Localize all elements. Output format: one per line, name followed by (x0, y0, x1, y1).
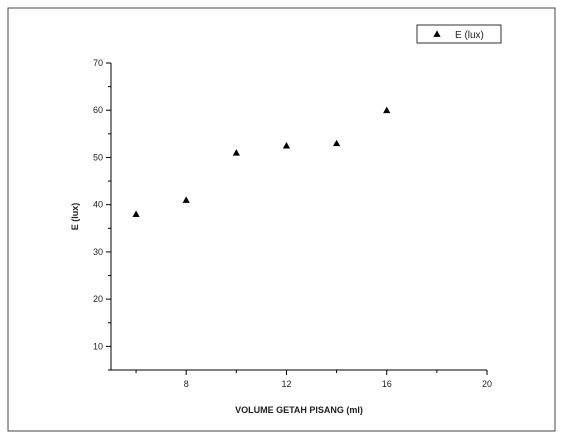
data-point-triangle (232, 149, 240, 156)
data-point-triangle (333, 139, 341, 147)
data-point-triangle (282, 142, 291, 149)
y-tick-label: 10 (93, 341, 103, 351)
x-tick-label: 16 (382, 379, 392, 389)
data-point-triangle (132, 210, 140, 218)
y-tick-label: 70 (93, 58, 103, 68)
data-points (132, 106, 391, 218)
y-axis-title: E (lux) (70, 203, 80, 231)
y-tick-label: 50 (93, 152, 103, 162)
axes: 10 20 30 40 50 60 70 8 12 16 20 (93, 58, 492, 389)
legend-label: E (lux) (455, 30, 484, 41)
x-axis-title: VOLUME GETAH PISANG (ml) (235, 405, 363, 415)
y-tick-label: 30 (93, 247, 103, 257)
x-tick-label: 12 (281, 379, 291, 389)
legend-box (416, 24, 502, 44)
y-tick-label: 40 (93, 200, 103, 210)
data-point-triangle (383, 106, 391, 114)
y-tick-label: 20 (93, 294, 103, 304)
legend-marker-triangle-icon (433, 30, 441, 37)
x-tick-label: 8 (184, 379, 189, 389)
data-point-triangle (182, 196, 190, 203)
y-tick-label: 60 (93, 105, 103, 115)
legend: E (lux) (416, 24, 502, 44)
x-tick-label: 20 (482, 379, 492, 389)
figure-frame (7, 7, 556, 432)
